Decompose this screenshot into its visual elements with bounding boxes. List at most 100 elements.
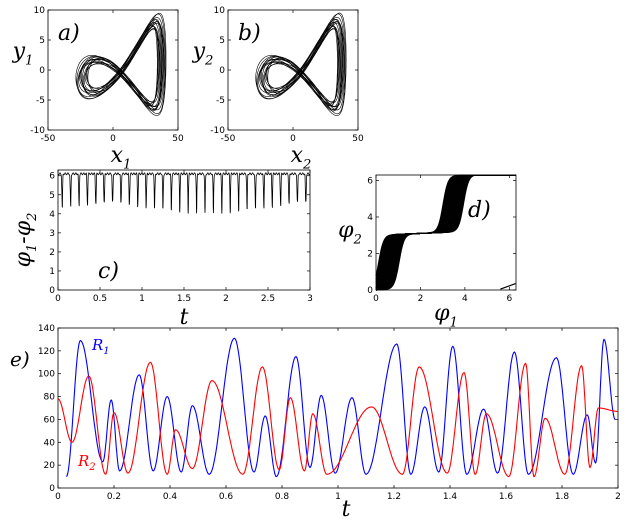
series-1-sub: 1 [103,346,109,357]
x-tick-label: 1.5 [177,294,191,304]
x-axis-label: t [180,305,189,330]
x-tick-label: 2 [418,294,424,304]
y-tick-label: -10 [30,126,45,136]
x-axis-label-sub: 2 [302,158,311,173]
y-axis-label: y2 [192,39,214,69]
trajectory-loop [78,21,165,107]
y-axis-label-text: y2 [192,39,214,69]
attractor-lines [255,12,347,116]
series-2-line [57,361,618,478]
phase-wrap-segment [500,283,516,290]
y-tick-label: 1 [49,267,55,277]
panel-label: c) [98,259,119,284]
series-2-label-text: R2 [77,452,96,473]
trajectory-loop [76,13,166,114]
x-tick-label: 0 [55,492,61,502]
y-axis-label-main: y [12,39,26,64]
y-tick-label: 4 [367,213,373,223]
y-tick-label: 5 [49,191,55,201]
x-tick-label: 0 [290,134,296,144]
x-tick-label: 50 [352,134,364,144]
y-tick-label: -5 [216,96,225,106]
x-axis-label: x2 [291,143,312,173]
y-tick-label: -5 [36,96,45,106]
x-tick-label: 1.4 [443,492,458,502]
x-tick-label: 1 [335,492,341,502]
y-label-sub2: 2 [25,213,40,222]
y-axis-label: y1 [12,39,34,69]
x-tick-label: 2 [223,294,229,304]
phase-difference-line [57,172,311,214]
trajectory-loop [75,12,167,116]
x-axis-label: x1 [111,143,132,173]
x-tick-label: 0.4 [163,492,178,502]
y-tick-label: 60 [44,415,56,425]
trajectory-loop [263,26,341,103]
x-tick-label: 1.8 [555,492,570,502]
x-axis-label-main: φ [434,301,450,326]
y-axis-label-text: φ2 [338,218,362,248]
trajectory-loop [258,21,345,108]
plot-area [375,174,517,291]
x-tick-label: 2.5 [261,294,275,304]
y-tick-label: 100 [38,370,55,380]
x-tick-label: 3 [307,294,313,304]
x-tick-label: 0.2 [107,492,121,502]
series-1-label: R1 [91,336,110,357]
x-tick-label: 0.6 [219,492,234,502]
y-tick-label: 0 [49,286,55,296]
y-axis-label-main: φ [338,218,354,243]
x-axis-label-sub: 1 [450,316,458,331]
x-tick-label: 0.5 [93,294,107,304]
panel-label: d) [468,198,491,223]
y-axis-label-text: y1 [12,39,34,69]
panel-label: a) [58,21,80,46]
panel-label: e) [10,347,30,371]
series-1-line [65,337,616,478]
y-tick-label: 0 [367,286,373,296]
x-axis-label-text: φ1 [434,301,458,331]
series-1-name: R [91,336,103,354]
trajectory-loop [255,12,347,116]
y-axis-label: φ1-φ2 [11,213,40,268]
x-axis-label: φ1 [434,301,458,331]
y-axis-label-sub: 2 [353,233,362,248]
x-tick-label: 0 [55,294,61,304]
x-tick-label: 2 [615,492,621,502]
x-axis-label-text: x1 [111,143,132,173]
x-axis-label-text: x2 [291,143,312,173]
y-tick-label: 6 [49,172,55,182]
y-tick-label: 5 [39,36,45,46]
y-tick-label: 120 [38,347,55,357]
trajectory-loop [261,18,343,112]
x-tick-label: -50 [41,134,56,144]
x-tick-label: -50 [221,134,236,144]
x-axis-label: t [342,497,351,522]
y-tick-label: 20 [44,461,56,471]
y-tick-label: 5 [219,36,225,46]
x-tick-label: 0.8 [275,492,290,502]
x-tick-label: 6 [506,294,512,304]
y-axis-label-text: φ1-φ2 [11,213,40,268]
y-axis-label-main: y [192,39,206,64]
y-label-sub1: 1 [25,244,40,252]
series-2-name: R [77,452,89,470]
x-axis-label-sub: 1 [123,158,131,173]
x-tick-label: 4 [462,294,468,304]
panel-label: b) [238,21,261,46]
series-1-label-text: R1 [91,336,110,357]
attractor-lines [75,12,167,116]
x-axis-label-main: x [291,143,304,168]
y-axis-label-sub: 2 [204,54,213,69]
y-tick-label: 6 [367,176,373,186]
trajectory-loop [83,26,161,103]
trajectory-loop [81,19,163,112]
chart-e: 0 0.2 0.4 0.6 0.8 1 1.2 1.4 1.6 1.8 21401201008060… [10,324,621,522]
plot-area [57,169,311,291]
y-tick-label: 4 [49,210,55,220]
y-label-phi2: -φ [11,220,36,243]
